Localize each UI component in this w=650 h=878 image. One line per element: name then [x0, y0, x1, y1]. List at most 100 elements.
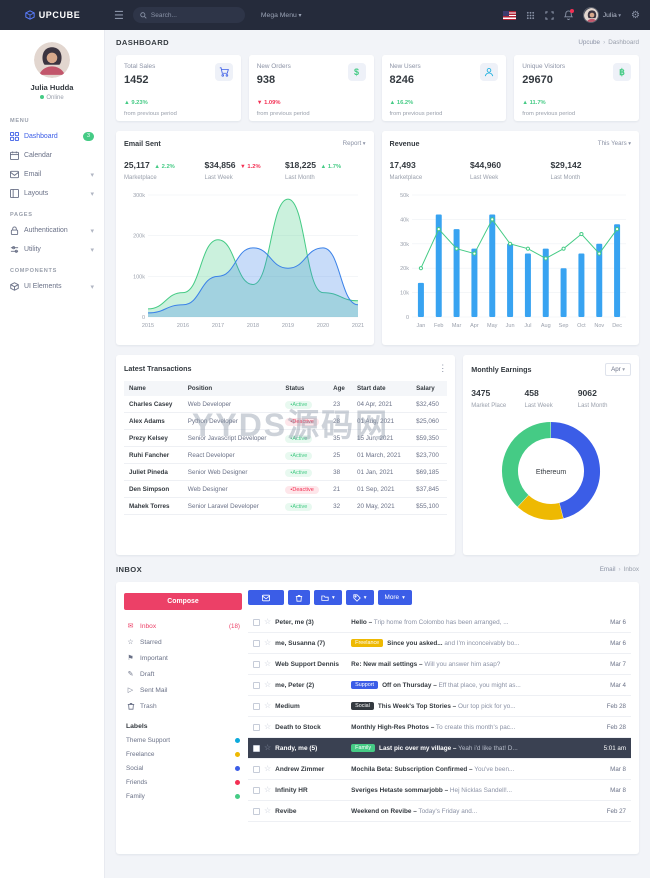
star-icon[interactable] — [264, 744, 271, 752]
apps-grid-icon[interactable] — [526, 11, 535, 20]
email-icon — [10, 170, 19, 179]
star-icon[interactable] — [264, 639, 271, 647]
mail-sender: me, Peter (2) — [275, 681, 315, 689]
stat-value: $18,225 — [285, 160, 317, 170]
list-item[interactable]: me, Peter (2) Support Off on Thursday – … — [248, 675, 631, 696]
flag-icon: ⚑ — [127, 655, 134, 662]
star-icon[interactable] — [264, 786, 271, 794]
month-select[interactable]: Apr — [605, 363, 631, 376]
fullscreen-icon[interactable] — [545, 10, 554, 20]
star-icon[interactable] — [264, 618, 271, 626]
mail-checkbox[interactable] — [253, 723, 260, 731]
delete-mail-button[interactable] — [288, 590, 310, 605]
mail-sender: Andrew Zimmer — [275, 765, 325, 773]
mail-menu-trash[interactable]: Trash — [124, 698, 242, 714]
mail-checkbox[interactable] — [253, 660, 260, 668]
star-icon[interactable] — [264, 660, 271, 668]
breadcrumb-root-link[interactable]: Email — [599, 566, 616, 573]
us-flag-icon — [502, 10, 516, 20]
mail-menu-important[interactable]: ⚑ Important — [124, 650, 242, 666]
tx-salary: $32,450 — [411, 396, 448, 413]
svg-text:Mar: Mar — [451, 323, 461, 329]
mail-primary-button[interactable] — [248, 590, 284, 605]
svg-text:Sep: Sep — [558, 323, 568, 329]
sidebar-item-dashboard[interactable]: Dashboard 3 — [0, 127, 104, 146]
breadcrumb-root-link[interactable]: Upcube — [578, 39, 601, 46]
svg-text:0: 0 — [405, 315, 408, 321]
table-row: Alex Adams Python Developer Deactive 28 … — [124, 412, 448, 430]
mail-checkbox[interactable] — [253, 807, 260, 815]
settings-gear-icon[interactable] — [631, 10, 640, 21]
sidebar-item-calendar[interactable]: Calendar — [0, 146, 104, 165]
more-dropdown-button[interactable]: More — [377, 590, 412, 605]
mail-checkbox[interactable] — [253, 681, 260, 689]
brand-logo[interactable]: UPCUBE — [0, 0, 105, 30]
label-freelance[interactable]: Freelance — [124, 747, 242, 761]
svg-text:300k: 300k — [133, 193, 145, 199]
sidebar-item-authentication[interactable]: Authentication — [0, 221, 104, 240]
sidebar-item-ui-elements[interactable]: UI Elements — [0, 277, 104, 296]
star-icon[interactable] — [264, 723, 271, 731]
search-input[interactable] — [150, 11, 238, 19]
compose-button[interactable]: Compose — [124, 593, 242, 610]
mail-menu-sent[interactable]: ▷ Sent Mail — [124, 682, 242, 698]
sidebar-item-utility[interactable]: Utility — [0, 240, 104, 259]
mail-checkbox[interactable] — [253, 765, 260, 773]
nav-header-menu: MENU — [10, 118, 30, 124]
mail-checkbox[interactable] — [253, 639, 260, 647]
send-icon: ▷ — [127, 687, 134, 694]
column-header: Start date — [351, 381, 412, 396]
list-item[interactable]: Peter, me (3) Hello – Trip home from Col… — [248, 612, 631, 633]
list-item[interactable]: Medium Social This Week's Top Stories – … — [248, 696, 631, 717]
star-icon[interactable] — [264, 765, 271, 773]
list-item[interactable]: me, Susanna (7) Freelance Since you aske… — [248, 633, 631, 654]
tx-date: 15 Jun, 2021 — [351, 429, 412, 447]
star-icon[interactable] — [264, 681, 271, 689]
notifications-bell-icon[interactable] — [563, 9, 574, 20]
mail-checkbox[interactable] — [253, 702, 260, 710]
chart-stat: 9062 Last Month — [578, 383, 631, 409]
list-item[interactable]: Revibe Weekend on Revibe – Today's Frida… — [248, 801, 631, 822]
mail-menu-starred[interactable]: ☆ Starred — [124, 634, 242, 650]
menu-toggle-icon[interactable] — [114, 9, 124, 22]
mail-checkbox[interactable] — [253, 744, 260, 752]
star-icon[interactable] — [264, 702, 271, 710]
transactions-table: Name Position Status Age Start date Sala… — [124, 381, 448, 515]
star-icon[interactable] — [264, 807, 271, 815]
label-friends[interactable]: Friends — [124, 775, 242, 789]
label-theme-support[interactable]: Theme Support — [124, 733, 242, 747]
list-item[interactable]: Randy, me (5) Family Last pic over my vi… — [248, 738, 631, 759]
stat-note: from previous period — [389, 111, 443, 117]
profile-avatar[interactable] — [34, 42, 70, 78]
search-box[interactable] — [132, 7, 245, 23]
list-item[interactable]: Web Support Dennis Re: New mail settings… — [248, 654, 631, 675]
list-item[interactable]: Infinity HR Sveriges Hetaste sommarjobb … — [248, 780, 631, 801]
mail-menu-inbox[interactable]: ✉ Inbox (18) — [124, 618, 242, 634]
report-dropdown[interactable]: Report — [343, 140, 366, 147]
list-item[interactable]: Death to Stock Monthly High-Res Photos –… — [248, 717, 631, 738]
label-family[interactable]: Family — [124, 789, 242, 803]
mail-menu-draft[interactable]: ✎ Draft — [124, 666, 242, 682]
chart-stat: 458 Last Week — [524, 383, 577, 409]
mail-checkbox[interactable] — [253, 786, 260, 794]
tag-dropdown-button[interactable] — [345, 590, 374, 605]
sidebar-item-layouts[interactable]: Layouts — [0, 184, 104, 203]
chevron-down-icon — [90, 246, 94, 254]
label-social[interactable]: Social — [124, 761, 242, 775]
table-row: Den Simpson Web Designer Deactive 21 01 … — [124, 480, 448, 498]
this-years-dropdown[interactable]: This Years — [598, 140, 631, 147]
tx-salary: $55,100 — [411, 497, 448, 515]
sidebar-item-email[interactable]: Email — [0, 165, 104, 184]
kebab-menu-icon[interactable] — [438, 363, 447, 374]
user-menu[interactable]: Julia — [582, 7, 621, 23]
mega-menu-button[interactable]: Mega Menu — [261, 12, 302, 19]
folder-dropdown-button[interactable] — [314, 590, 342, 605]
svg-text:Dec: Dec — [612, 323, 622, 329]
language-flag-button[interactable] — [502, 10, 516, 20]
tx-date: 01 March, 2021 — [351, 446, 412, 464]
status-badge: Active — [285, 451, 313, 460]
stat-delta: ▲ 16.2% — [389, 100, 414, 106]
list-item[interactable]: Andrew Zimmer Mochila Beta: Subscription… — [248, 759, 631, 780]
stat-title: New Orders — [256, 63, 291, 70]
mail-checkbox[interactable] — [253, 618, 260, 626]
